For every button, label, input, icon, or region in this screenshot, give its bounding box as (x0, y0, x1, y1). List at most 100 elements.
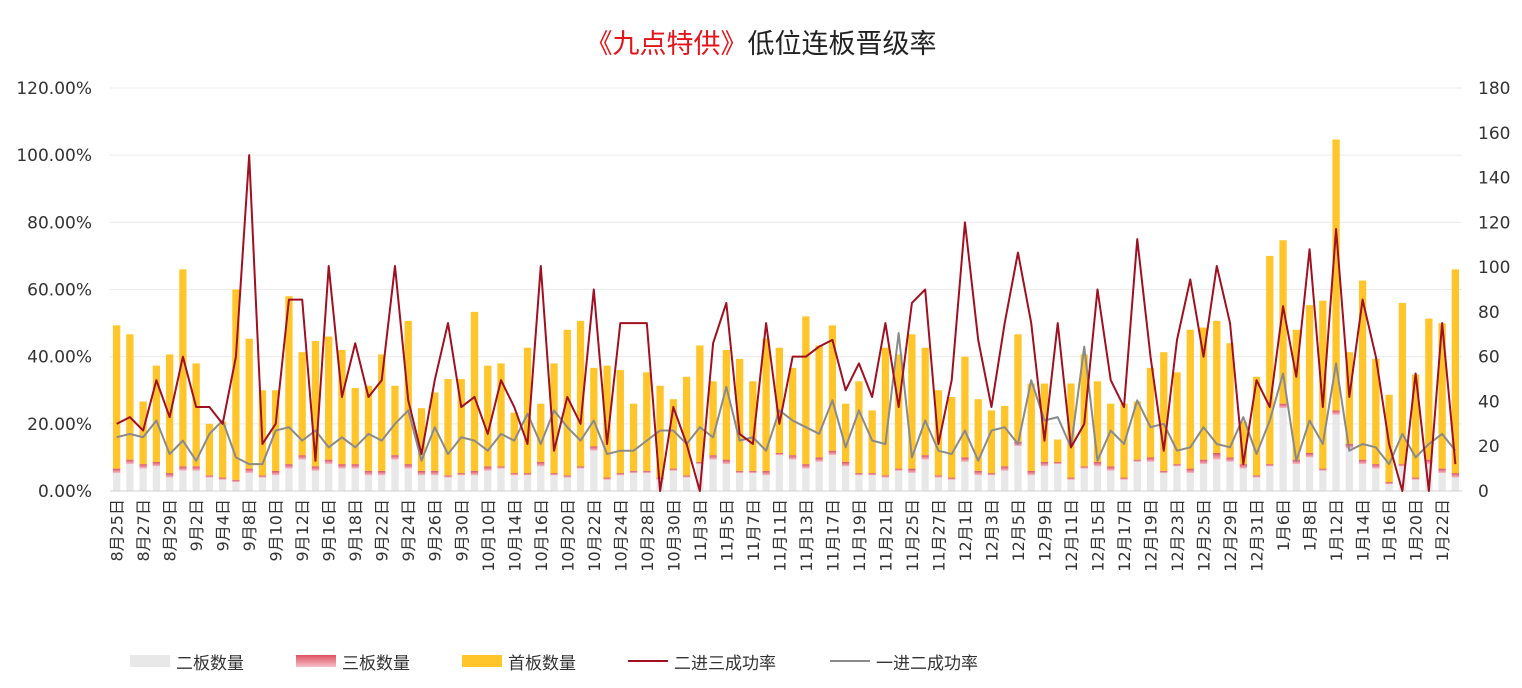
x-axis-tick-label: 11月5日 (717, 499, 736, 562)
bar-s1 (470, 311, 479, 471)
bar-s1 (709, 381, 717, 456)
bar-s2 (842, 466, 850, 491)
x-axis-tick-label: 9月2日 (187, 499, 206, 551)
bar-s3 (921, 455, 929, 460)
bar-s2 (192, 470, 200, 491)
bar-s2 (775, 455, 784, 491)
bar-s1 (1226, 343, 1234, 458)
bar-s3 (1319, 468, 1327, 471)
bar-s1 (1199, 327, 1208, 460)
x-axis-tick-label: 12月31日 (1248, 499, 1267, 572)
bar-s3 (1305, 452, 1314, 458)
x-axis-tick-label: 9月8日 (240, 499, 259, 551)
bar-s1 (735, 358, 744, 471)
bar-s2 (855, 475, 863, 491)
bar-s1 (1266, 255, 1274, 465)
bar-s1 (1014, 334, 1022, 442)
bar-s1 (1040, 383, 1049, 462)
bar-s2 (1067, 479, 1075, 491)
line-r12 (116, 332, 1457, 466)
bar-s2 (537, 466, 545, 491)
bar-s2 (431, 475, 439, 491)
bar-s3 (245, 468, 253, 474)
bar-s3 (643, 470, 651, 474)
bar-s2 (1305, 457, 1314, 491)
x-axis-tick-label: 1月8日 (1301, 499, 1320, 551)
bar-s1 (523, 347, 532, 474)
x-axis-tick-label: 11月7日 (744, 499, 763, 562)
x-axis-tick-label: 1月22日 (1433, 499, 1452, 562)
bar-s2 (1133, 461, 1141, 491)
bar-s3 (895, 468, 903, 471)
bar-s2 (1199, 464, 1208, 491)
x-axis-tick-label: 9月30日 (452, 499, 471, 562)
x-axis-tick-label: 1月20日 (1407, 499, 1426, 562)
bar-s3 (1398, 464, 1406, 467)
bar-s3 (272, 470, 280, 476)
bar-s3 (510, 473, 518, 476)
bar-s1 (510, 412, 518, 474)
bar-s2 (311, 470, 320, 491)
bar-s1 (1358, 280, 1367, 460)
bar-s3 (1186, 468, 1194, 474)
x-axis-tick-label: 8月27日 (134, 499, 153, 562)
bar-s1 (139, 401, 147, 465)
bar-s3 (417, 470, 426, 476)
x-axis-tick-label: 9月22日 (373, 499, 392, 562)
x-axis-tick-label: 9月12日 (293, 499, 312, 562)
x-axis-tick-label: 12月11日 (1062, 499, 1081, 572)
bar-s3 (815, 457, 823, 462)
bar-s2 (179, 470, 187, 491)
bar-s1 (1252, 376, 1261, 476)
bar-s3 (404, 464, 412, 469)
x-axis-tick-label: 12月17日 (1115, 499, 1134, 572)
bar-s2 (1425, 464, 1433, 491)
bar-s2 (219, 479, 227, 491)
bar-s1 (629, 403, 638, 471)
bar-s3 (431, 470, 439, 476)
bar-s2 (1279, 408, 1287, 491)
bar-s3 (881, 475, 890, 478)
bar-s2 (1319, 470, 1327, 491)
bar-s3 (1146, 457, 1155, 462)
bar-s1 (205, 423, 214, 476)
right-axis-tick-label: 180 (1478, 79, 1510, 99)
bar-s1 (1451, 269, 1460, 474)
x-axis-tick-label: 9月16日 (320, 499, 339, 562)
bar-s3 (908, 468, 916, 474)
bar-s1 (576, 320, 585, 467)
bar-s1 (550, 363, 558, 474)
bar-s2 (749, 473, 757, 491)
bar-s1 (1292, 329, 1300, 460)
bar-s2 (378, 475, 386, 491)
bar-s1 (457, 379, 465, 474)
bar-s1 (245, 338, 253, 469)
bar-s1 (895, 354, 903, 469)
bar-s3 (629, 470, 638, 474)
bar-s3 (987, 473, 996, 476)
bar-s3 (139, 464, 147, 469)
bar-s3 (1054, 461, 1062, 465)
bar-s2 (1093, 466, 1102, 491)
bar-s3 (1385, 482, 1393, 485)
bar-s3 (563, 475, 571, 478)
bar-s3 (855, 473, 863, 476)
bar-s2 (908, 473, 916, 491)
bar-s3 (1239, 464, 1247, 469)
bar-s1 (325, 336, 333, 460)
bar-s1 (1160, 352, 1168, 471)
bar-s2 (285, 468, 293, 491)
bar-s1 (444, 379, 452, 476)
legend-item-r23: 二进三成功率 (628, 646, 776, 676)
bar-s2 (735, 473, 744, 491)
bar-s3 (709, 455, 717, 460)
x-axis-tick-label: 10月10日 (479, 499, 498, 572)
bar-s3 (484, 466, 492, 471)
bar-s2 (682, 477, 691, 491)
bar-s2 (1239, 468, 1247, 491)
x-axis-tick-label: 9月18日 (346, 499, 365, 562)
bar-s2 (298, 459, 306, 491)
bar-s1 (219, 421, 227, 478)
bar-s2 (1226, 461, 1234, 491)
bar-s2 (1040, 466, 1049, 491)
